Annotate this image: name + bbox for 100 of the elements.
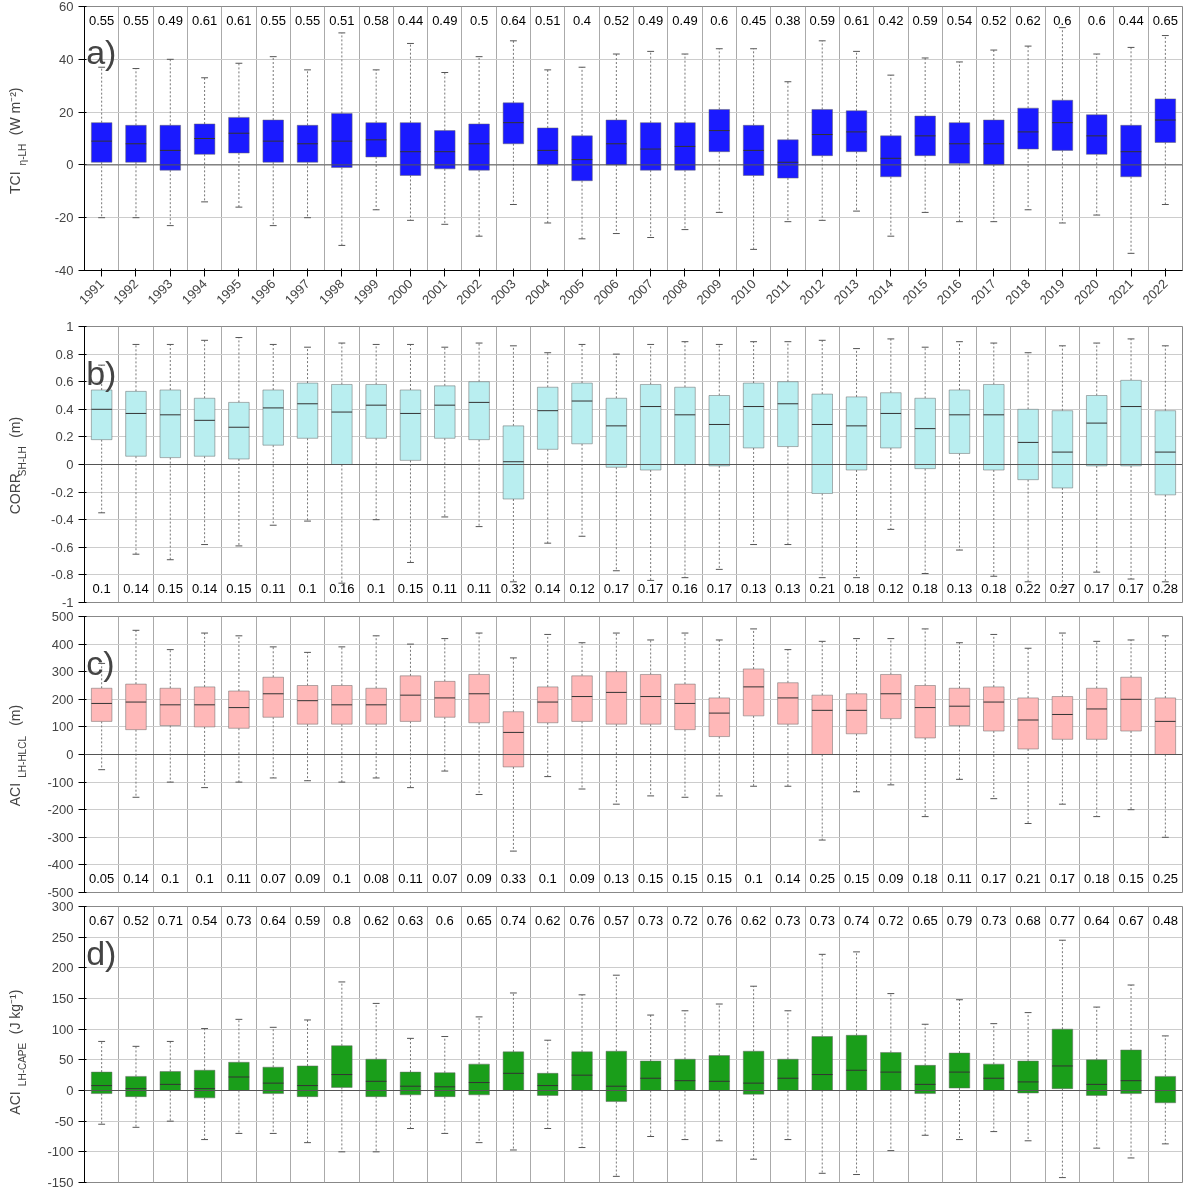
annotation: 0.18: [912, 871, 938, 886]
y-tick-label: 40: [59, 51, 74, 67]
annotation: 0.72: [878, 913, 904, 928]
annotation: 0.14: [535, 581, 561, 596]
annotation: 0.6: [710, 13, 729, 28]
annotation: 0.11: [947, 871, 972, 886]
y-tick-label: -50: [54, 1113, 74, 1129]
y-tick-label: -500: [47, 885, 74, 900]
y-tick-label: -0.4: [51, 512, 74, 528]
annotation: 0.17: [638, 581, 664, 596]
y-tick-label: -200: [47, 802, 74, 818]
annotation: 0.68: [1015, 913, 1041, 928]
y-tick-label: 60: [59, 0, 74, 14]
annotation: 0.05: [89, 871, 115, 886]
annotation: 0.15: [1118, 871, 1144, 886]
annotation: 0.74: [843, 913, 870, 928]
annotation: 0.6: [435, 913, 454, 928]
y-tick-label: 100: [51, 719, 74, 735]
y-tick-label: 200: [51, 691, 74, 707]
y-tick-label: -100: [47, 1144, 74, 1160]
y-tick-label: 300: [51, 664, 74, 680]
annotation: 0.57: [603, 913, 630, 928]
y-tick-label: 150: [51, 991, 74, 1006]
y-tick-label: 200: [51, 960, 74, 976]
annotation: 0.25: [809, 871, 835, 886]
annotation: 0.21: [809, 581, 835, 596]
annotation: 0.42: [878, 13, 904, 28]
annotation: 0.14: [775, 871, 801, 886]
annotation: 0.12: [878, 581, 904, 596]
annotation: 0.76: [569, 913, 595, 928]
y-tick-label: 500: [51, 609, 74, 624]
annotation: 0.09: [466, 871, 492, 886]
annotation: 0.52: [981, 13, 1007, 28]
y-tick-label: -300: [47, 829, 74, 845]
annotation: 0.74: [500, 913, 527, 928]
text: b): [86, 354, 117, 393]
annotation: 0.1: [367, 581, 386, 596]
y-axis-title: ACILH-HLCL (m): [6, 704, 28, 807]
y-tick-label: -20: [54, 210, 74, 226]
annotation: 0.15: [157, 581, 183, 596]
annotation: 0.11: [261, 581, 286, 596]
annotation: 0.17: [603, 581, 630, 596]
annotation: 0.62: [740, 913, 767, 928]
y-tick-label: -0.6: [51, 539, 74, 555]
annotation: 0.18: [981, 581, 1007, 596]
y-tick-label: 400: [51, 636, 74, 652]
annotation: 0.11: [226, 871, 252, 886]
annotation: 0.13: [740, 581, 767, 596]
annotation: 0.52: [123, 913, 149, 928]
annotation: 0.44: [397, 13, 424, 28]
y-tick-label: 50: [59, 1052, 74, 1068]
annotation: 0.44: [1118, 13, 1144, 28]
annotation: 0.11: [432, 581, 457, 596]
annotation: 0.73: [775, 913, 801, 928]
annotation: 0.49: [157, 13, 183, 28]
annotation: 0.17: [1049, 871, 1076, 886]
annotation: 0.58: [363, 13, 389, 28]
annotation: 0.16: [329, 581, 355, 596]
annotation: 0.17: [1084, 581, 1110, 596]
annotation: 0.59: [912, 13, 938, 28]
annotation: 0.1: [332, 871, 351, 886]
annotation: 0.09: [878, 871, 904, 886]
annotation: 0.07: [260, 871, 286, 886]
annotation: 0.1: [195, 871, 214, 886]
text: c): [86, 644, 115, 683]
annotation: 0.38: [775, 13, 801, 28]
annotation: 0.17: [706, 581, 732, 596]
annotation: 0.15: [638, 871, 664, 886]
annotation: 0.63: [397, 913, 424, 928]
annotation: 0.14: [123, 581, 149, 596]
annotation: 0.33: [500, 871, 527, 886]
annotation: 0.61: [191, 13, 218, 28]
annotation: 0.61: [843, 13, 870, 28]
annotation: 0.71: [157, 913, 183, 928]
y-axis-title: CORRSH-LH (m): [6, 416, 28, 515]
annotation: 0.64: [500, 13, 527, 28]
annotation: 0.77: [1049, 913, 1076, 928]
annotation: 0.65: [466, 913, 492, 928]
y-tick-label: -40: [54, 263, 74, 278]
annotation: 0.51: [535, 13, 561, 28]
y-tick-label: -0.2: [51, 484, 74, 500]
annotation: 0.17: [1118, 581, 1144, 596]
annotation: 0.1: [92, 581, 111, 596]
annotation: 0.18: [1084, 871, 1110, 886]
y-tick-label: 250: [51, 929, 74, 945]
annotation: 0.11: [466, 581, 492, 596]
annotation: 0.4: [573, 13, 592, 28]
annotation: 0.1: [298, 581, 317, 596]
y-tick-label: 0: [66, 747, 74, 762]
y-tick-label: 0: [66, 457, 74, 472]
annotation: 0.09: [294, 871, 321, 886]
annotation: 0.15: [843, 871, 870, 886]
annotation: 0.62: [1015, 13, 1041, 28]
y-tick-label: -0.8: [51, 567, 74, 583]
y-axis-title: TCIη-LH (W m⁻²): [6, 87, 28, 194]
annotation: 0.62: [363, 913, 389, 928]
annotation: 0.13: [946, 581, 973, 596]
annotation: 0.61: [226, 13, 252, 28]
annotation: 0.73: [226, 913, 252, 928]
y-tick-label: -1: [61, 595, 74, 610]
